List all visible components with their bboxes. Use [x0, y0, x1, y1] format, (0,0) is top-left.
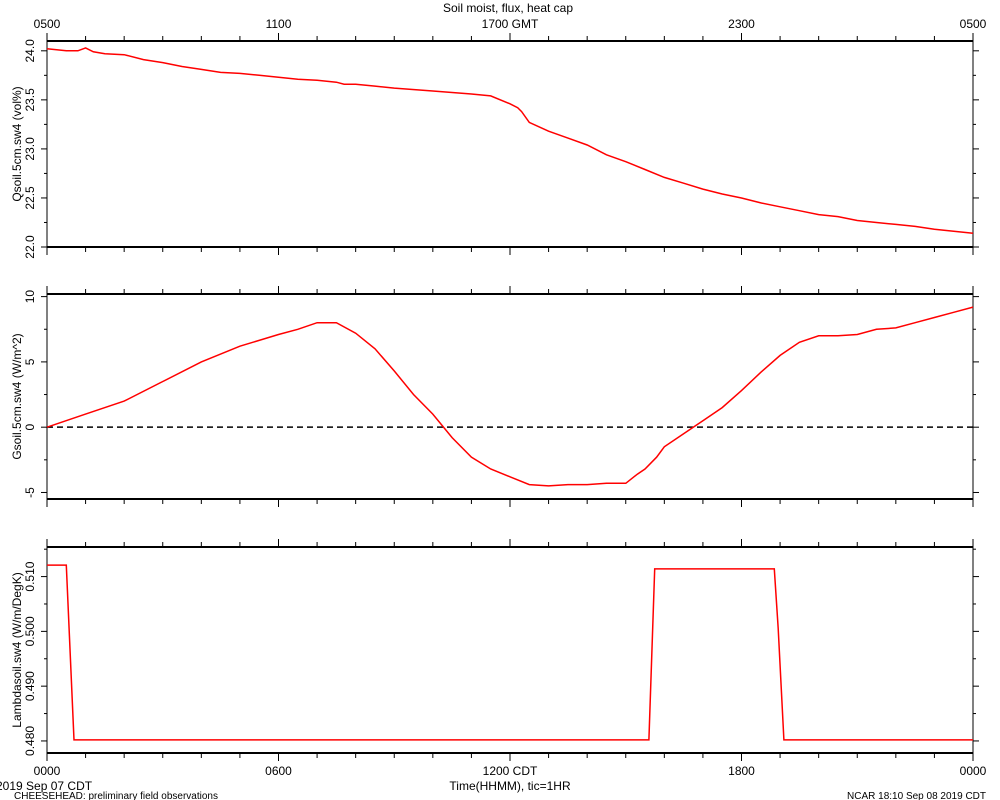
bottom-axis-tick-label: 0000 — [34, 764, 61, 778]
y-tick-label: 5 — [23, 358, 37, 365]
bottom-axis-tick-label: 1200 CDT — [483, 764, 538, 778]
y-tick-label: -5 — [23, 487, 37, 498]
bottom-axis-tick-label: 0000 — [960, 764, 987, 778]
bottom-axis-tick-label: 1800 — [728, 764, 755, 778]
y-tick-label: 23.0 — [23, 137, 37, 161]
x-axis-label: Time(HHMM), tic=1HR — [449, 779, 571, 793]
y-tick-label: 0.500 — [23, 616, 37, 646]
y-axis-label: Lambdasoil.sw4 (W/m/DegK) — [10, 572, 24, 727]
panel-2 — [41, 286, 979, 507]
y-tick-label: 0.490 — [23, 671, 37, 701]
top-axis-tick-label: 1100 — [266, 17, 292, 31]
y-tick-label: 0 — [23, 424, 37, 431]
panel-3 — [41, 539, 979, 761]
y-tick-label: 22.5 — [23, 186, 37, 210]
footer-start-date: 2019 Sep 07 CDT — [0, 779, 93, 793]
top-axis-tick-label: 2300 — [728, 17, 755, 31]
chart-title: Soil moist, flux, heat cap — [443, 1, 573, 15]
y-tick-label: 23.5 — [23, 88, 37, 112]
series-line — [47, 564, 973, 741]
top-axis-tick-label: 0500 — [960, 17, 987, 31]
series-line — [46, 306, 974, 487]
footer-note: CHEESEHEAD: preliminary field observatio… — [14, 791, 218, 800]
y-axis-label: Qsoil.5cm.sw4 (vol%) — [10, 86, 24, 201]
top-axis-tick-label: 1700 GMT — [482, 17, 539, 31]
y-tick-label: 0.480 — [23, 726, 37, 756]
y-tick-label: 0.510 — [23, 561, 37, 591]
y-tick-label: 24.0 — [23, 39, 37, 63]
footer-credit: NCAR 18:10 Sep 08 2019 CDT — [847, 791, 986, 800]
y-tick-label: 10 — [23, 290, 37, 304]
y-tick-label: 22.0 — [23, 235, 37, 259]
top-axis-tick-label: 0500 — [34, 17, 61, 31]
y-axis-label: Gsoil.5cm.sw4 (W/m^2) — [10, 333, 24, 459]
series-line — [46, 47, 974, 235]
bottom-axis-tick-label: 0600 — [265, 764, 292, 778]
panel-1 — [41, 33, 979, 255]
